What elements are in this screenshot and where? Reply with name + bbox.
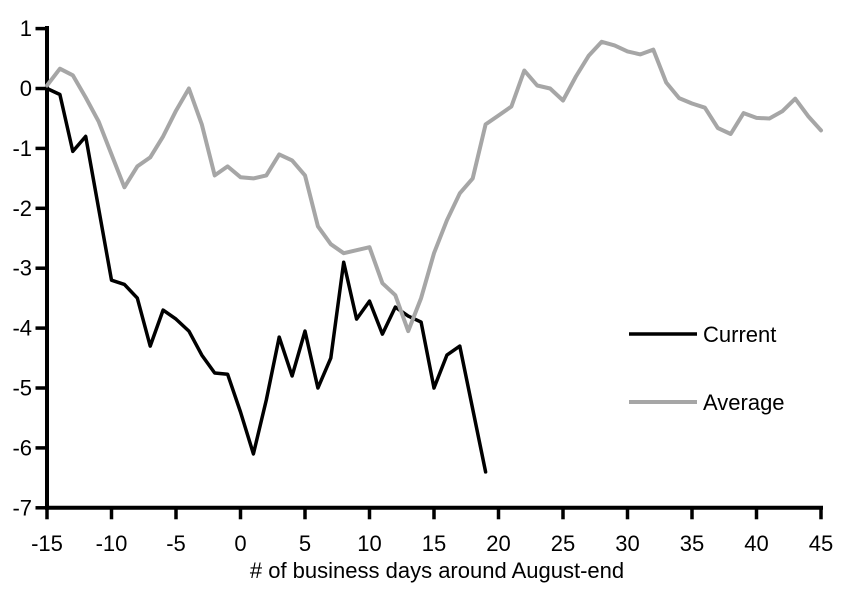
x-tick-label: 15: [422, 531, 446, 556]
legend-current-label: Current: [703, 322, 776, 347]
plot-area: -15 -10 -5 0 5 10 15 20 25 30 35 40 4510-1-2-3-4-5-6…: [12, 16, 833, 556]
series-line-average: [45, 39, 823, 334]
x-tick-label: 40: [744, 531, 768, 556]
y-tick-label: -5: [12, 376, 32, 401]
x-tick-label: 0: [234, 531, 246, 556]
legend: Current Average: [629, 322, 785, 415]
x-tick-label: -5: [166, 531, 186, 556]
y-tick-label: 0: [20, 76, 32, 101]
y-tick-label: -1: [12, 136, 32, 161]
y-tick-label: -2: [12, 196, 32, 221]
x-tick-label: -10: [96, 531, 128, 556]
x-tick-label: 20: [486, 531, 510, 556]
y-tick-label: 1: [20, 16, 32, 41]
x-tick-label: 25: [551, 531, 575, 556]
x-tick-label: 30: [615, 531, 639, 556]
y-tick-label: -6: [12, 435, 32, 460]
x-tick-label: 5: [299, 531, 311, 556]
y-tick-label: -4: [12, 316, 32, 341]
x-tick-label: 35: [680, 531, 704, 556]
legend-average-label: Average: [703, 390, 785, 415]
y-tick-label: -7: [12, 495, 32, 520]
x-tick-label: 45: [809, 531, 833, 556]
x-axis-title: # of business days around August-end: [250, 558, 624, 583]
x-tick-label: -15: [31, 531, 63, 556]
series-line-current: [45, 86, 488, 474]
y-tick-label: -3: [12, 256, 32, 281]
x-tick-label: 10: [357, 531, 381, 556]
